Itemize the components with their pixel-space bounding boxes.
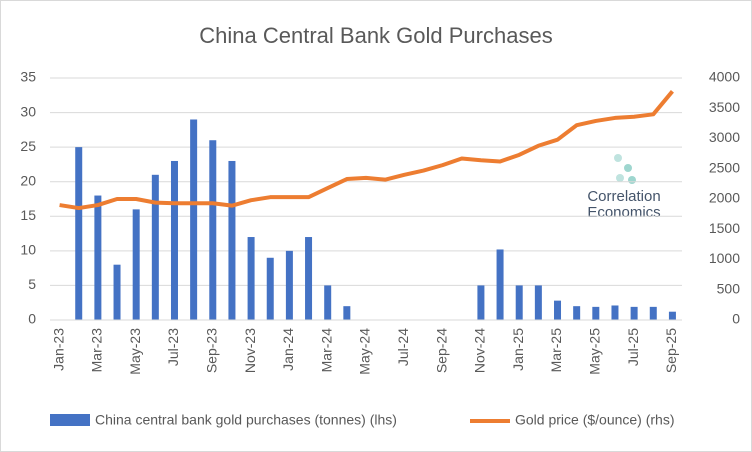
bar: [630, 306, 638, 320]
y-tick-label: 25: [20, 138, 36, 154]
watermark-text: Economics: [587, 204, 660, 221]
line: [59, 90, 674, 211]
y-tick-label: 35: [20, 69, 36, 85]
y2-tick-label: 3500: [709, 99, 740, 115]
x-tick-label: Mar-25: [548, 328, 564, 373]
bar: [170, 160, 178, 320]
x-tick-label: Sep-24: [433, 328, 449, 373]
logo-dot: [616, 174, 624, 182]
bar: [285, 250, 293, 320]
y2-tick-label: 0: [732, 311, 740, 327]
bar: [209, 140, 217, 320]
logo-dot: [614, 154, 622, 162]
legend-swatch: [50, 414, 90, 426]
x-tick-label: Jan-25: [510, 328, 526, 371]
y-tick-label: 20: [20, 172, 36, 188]
y-tick-label: 5: [28, 276, 36, 292]
x-tick-label: Nov-24: [472, 328, 488, 373]
bar: [94, 195, 102, 320]
x-tick-label: Nov-23: [242, 328, 258, 373]
bar: [75, 147, 83, 320]
x-tick-label: Jul-24: [395, 328, 411, 366]
y-tick-label: 0: [28, 311, 36, 327]
bar: [554, 300, 562, 320]
x-tick-label: May-23: [127, 328, 143, 375]
bar: [247, 237, 255, 320]
bar: [343, 306, 351, 320]
bar: [515, 285, 523, 320]
bar: [228, 160, 236, 320]
bar: [592, 306, 600, 320]
bar: [649, 306, 657, 320]
y2-tick-label: 1500: [709, 220, 740, 236]
y2-tick-label: 4000: [709, 69, 740, 85]
bar: [611, 305, 619, 320]
bar: [534, 285, 542, 320]
x-tick-label: Sep-23: [203, 328, 219, 373]
x-tick-label: Jan-23: [50, 328, 66, 371]
y-tick-label: 30: [20, 103, 36, 119]
y2-tick-label: 3000: [709, 129, 740, 145]
logo-dot: [624, 164, 632, 172]
x-tick-label: Jul-25: [625, 328, 641, 366]
x-tick-label: May-25: [587, 328, 603, 375]
y-tick-label: 10: [20, 242, 36, 258]
bar: [496, 249, 504, 320]
bar: [113, 264, 121, 320]
x-tick-label: May-24: [357, 328, 373, 375]
bar: [151, 174, 159, 320]
legend-label: China central bank gold purchases (tonne…: [95, 412, 397, 428]
y2-tick-label: 2500: [709, 159, 740, 175]
bar: [132, 209, 140, 320]
y2-tick-label: 2000: [709, 190, 740, 206]
x-tick-label: Mar-24: [318, 328, 334, 373]
bar: [573, 306, 581, 320]
bar: [190, 119, 198, 320]
bar: [477, 285, 485, 320]
y-tick-label: 15: [20, 207, 36, 223]
bar: [266, 257, 274, 320]
bar: [668, 311, 676, 320]
legend-label: Gold price ($/ounce) (rhs): [515, 412, 675, 428]
x-tick-label: Mar-23: [89, 328, 105, 373]
x-tick-label: Jan-24: [280, 328, 296, 371]
x-tick-label: Jul-23: [165, 328, 181, 366]
y2-tick-label: 1000: [709, 250, 740, 266]
logo-dot: [628, 176, 636, 184]
bar: [305, 237, 313, 320]
watermark-text: Correlation: [587, 188, 660, 205]
x-tick-label: Sep-25: [663, 328, 679, 373]
bar: [324, 285, 332, 320]
y2-tick-label: 500: [717, 280, 741, 296]
chart-title: China Central Bank Gold Purchases: [199, 23, 552, 48]
